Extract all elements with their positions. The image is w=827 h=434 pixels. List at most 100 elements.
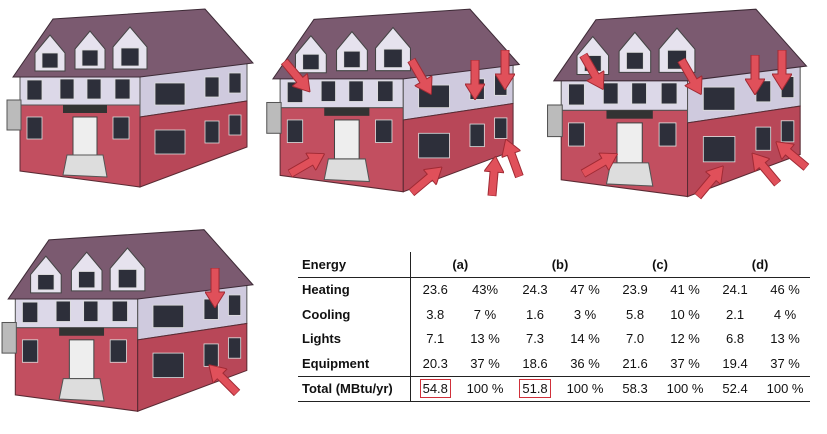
cell: 14 %	[560, 327, 610, 352]
cell-text: 13 %	[770, 331, 800, 347]
header-row: Energy (a) (b) (c) (d)	[298, 252, 811, 277]
table-row: Heating 23.6 43% 24.3 47 % 23.9 41 % 24.1 46 %	[298, 277, 810, 302]
cell: 7 %	[460, 302, 510, 327]
row-label: Equipment	[298, 351, 411, 376]
row-label: Lights	[298, 326, 411, 351]
cell: 58.3	[610, 376, 660, 402]
table-row: Cooling 3.8 7 % 1.6 3 % 5.8 10 % 2.1 4 %	[298, 302, 810, 327]
cell: 24.3	[510, 277, 560, 302]
cell-text: 21.6	[622, 355, 648, 371]
row-label: Total (MBtu/yr)	[298, 376, 411, 402]
cell-text: 37 %	[770, 355, 800, 371]
cell: 24.1	[710, 277, 760, 302]
cell-text: 7 %	[473, 306, 497, 322]
cell: 3 %	[560, 302, 610, 327]
cell: 37 %	[760, 351, 810, 376]
cell-text: 1.6	[525, 306, 545, 322]
cell-text: 46 %	[770, 282, 800, 298]
row-label: Cooling	[298, 302, 411, 327]
cell-text: 20.3	[422, 355, 448, 371]
cell: 6.8	[710, 327, 760, 352]
cell: 23.6	[410, 277, 460, 302]
cell: 21.6	[610, 351, 660, 376]
cell-text: 18.6	[522, 355, 548, 371]
cell-text: 24.3	[522, 282, 548, 298]
cell-text: 58.3	[622, 381, 648, 397]
cell: 52.4	[710, 376, 760, 402]
cell: 13 %	[460, 327, 510, 352]
row-label: Heating	[298, 277, 411, 302]
cell-text: 6.8	[726, 331, 745, 347]
cell-text: 13 %	[470, 331, 500, 347]
cell: 47 %	[560, 277, 610, 302]
cell: 5.8	[610, 302, 660, 327]
cell: 36 %	[560, 351, 610, 376]
cell-text: 41 %	[670, 282, 700, 298]
cell: 1.6	[510, 302, 560, 327]
cell-text: 36 %	[570, 355, 600, 371]
cell-text: 37 %	[670, 355, 700, 371]
cell: 7.1	[410, 327, 460, 352]
cell: 7.0	[610, 327, 660, 352]
cell-text: 23.9	[622, 282, 648, 298]
table-row: Equipment 20.3 37 % 18.6 36 % 21.6 37 % 19.4 37 …	[298, 351, 810, 376]
table-row: Total (MBtu/yr) 54.8 100 % 51.8 100 % 58.3 100…	[298, 376, 811, 402]
cell-text: 51.8	[519, 379, 551, 399]
cell: 37 %	[660, 351, 710, 376]
header-label: Energy	[298, 252, 411, 277]
cell: 54.8	[410, 376, 460, 402]
scenario-header: (d)	[751, 256, 769, 272]
cell: 100 %	[460, 376, 510, 402]
cell: 100 %	[560, 376, 610, 402]
cell: 2.1	[710, 302, 760, 327]
cell-text: 3.8	[426, 306, 445, 322]
cell-text: 52.4	[722, 381, 748, 397]
cell: 41 %	[660, 277, 710, 302]
house-a	[6, 8, 254, 188]
cell: 100 %	[760, 376, 810, 402]
cell-text: 7.0	[625, 331, 645, 347]
cell: 100 %	[660, 376, 710, 402]
cell-text: 54.8	[419, 379, 451, 399]
cell-text: 37 %	[470, 355, 500, 371]
cell: 7.3	[510, 327, 560, 352]
cell: 46 %	[760, 277, 810, 302]
cell: 18.6	[510, 351, 560, 376]
cell: 51.8	[510, 376, 560, 402]
scenario-header: (b)	[551, 256, 569, 272]
cell: 4 %	[760, 302, 810, 327]
cell-text: 5.8	[625, 306, 645, 322]
cell-text: 4 %	[773, 306, 797, 322]
cell: 10 %	[660, 302, 710, 327]
cell-text: 24.1	[722, 282, 748, 298]
energy-table: Energy (a) (b) (c) (d) Heating 23.6 43% 24.3 47 …	[298, 252, 811, 402]
cell-text: 10 %	[670, 306, 700, 322]
cell-text: 7.1	[426, 331, 445, 347]
cell-text: 100 %	[766, 381, 804, 397]
cell: 3.8	[410, 302, 460, 327]
cell: 37 %	[460, 351, 510, 376]
scenario-header: (a)	[452, 256, 469, 272]
cell-text: 2.1	[726, 306, 745, 322]
house-d	[1, 229, 254, 412]
cell: 13 %	[760, 327, 810, 352]
cell-text: 12 %	[670, 331, 700, 347]
cell-text: 47 %	[570, 282, 600, 298]
cell: 12 %	[660, 327, 710, 352]
cell-text: 19.4	[722, 355, 748, 371]
cell-text: 100 %	[566, 381, 604, 397]
cell-text: 43%	[471, 282, 499, 298]
cell: 23.9	[610, 277, 660, 302]
cell-text: 100 %	[666, 381, 704, 397]
cell-text: 14 %	[570, 331, 600, 347]
cell-text: 3 %	[573, 306, 597, 322]
cell: 19.4	[710, 351, 760, 376]
cell-text: 100 %	[466, 381, 504, 397]
scenario-header: (c)	[652, 256, 668, 272]
table-row: Lights 7.1 13 % 7.3 14 % 7.0 12 % 6.8 13 %	[298, 326, 810, 352]
cell: 20.3	[410, 351, 460, 376]
cell-text: 7.3	[525, 331, 545, 347]
cell: 43%	[460, 277, 510, 302]
cell-text: 23.6	[422, 282, 448, 298]
